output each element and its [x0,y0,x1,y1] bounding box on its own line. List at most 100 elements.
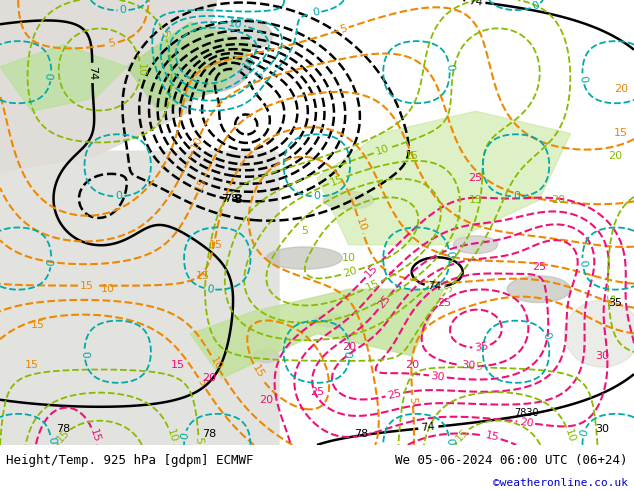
Text: 0: 0 [444,63,455,71]
Text: 78: 78 [224,195,238,204]
Text: 5: 5 [604,294,614,301]
Text: 25: 25 [532,262,546,272]
Text: 5: 5 [339,23,348,35]
Text: 15: 15 [31,320,45,330]
Text: 0: 0 [206,284,214,294]
Text: 0: 0 [444,250,455,258]
Text: 7: 7 [221,195,229,204]
Text: 10: 10 [164,428,178,444]
Text: 78: 78 [202,429,216,439]
Text: 20: 20 [614,84,628,94]
Text: 25: 25 [437,297,451,308]
Text: 15: 15 [363,262,380,279]
Text: 15: 15 [196,271,210,281]
Text: 20: 20 [608,151,622,161]
Text: 15: 15 [614,128,628,139]
Text: 0: 0 [513,192,520,201]
Text: 15: 15 [171,360,184,370]
Ellipse shape [209,20,273,51]
Polygon shape [190,289,444,378]
Text: 5: 5 [158,29,171,39]
Text: Height/Temp. 925 hPa [gdpm] ECMWF: Height/Temp. 925 hPa [gdpm] ECMWF [6,454,254,467]
Text: 20: 20 [551,195,565,205]
Text: 15: 15 [87,428,101,444]
Text: 0: 0 [179,432,191,441]
Ellipse shape [314,314,346,327]
Text: 5: 5 [254,70,266,82]
Text: 20: 20 [342,266,358,279]
Text: 15: 15 [194,176,209,193]
Text: 10: 10 [374,143,391,157]
Text: 0: 0 [314,192,321,201]
Text: 74: 74 [468,0,483,7]
Polygon shape [0,45,127,111]
Text: 20: 20 [202,373,216,383]
Ellipse shape [266,247,342,269]
Text: 78: 78 [56,424,70,434]
Text: 0: 0 [578,74,588,83]
Text: 5: 5 [195,377,207,388]
Text: 30: 30 [462,361,476,371]
Ellipse shape [507,276,571,302]
Text: 35: 35 [608,297,622,308]
Text: 15: 15 [80,281,94,291]
Text: 15: 15 [55,427,72,444]
Text: 0: 0 [530,0,541,12]
Text: 15: 15 [484,431,500,443]
Text: 15: 15 [250,364,266,381]
Text: 30: 30 [595,424,609,434]
Text: 0: 0 [46,437,56,444]
Text: 5: 5 [476,363,483,372]
Text: 0: 0 [345,350,355,358]
Text: 0: 0 [119,5,127,16]
Text: 30: 30 [595,351,609,361]
Text: 15: 15 [25,360,39,370]
Text: 0: 0 [578,259,588,268]
Text: We 05-06-2024 06:00 UTC (06+24): We 05-06-2024 06:00 UTC (06+24) [395,454,628,467]
Text: 15: 15 [469,195,482,205]
Text: 74: 74 [427,281,442,292]
Text: 15: 15 [454,427,470,444]
Polygon shape [0,0,222,178]
Polygon shape [127,22,254,111]
Text: 15: 15 [329,173,346,188]
Text: 35: 35 [474,341,489,353]
Text: 0: 0 [79,350,90,358]
FancyBboxPatch shape [0,151,279,471]
Text: 10: 10 [208,355,223,371]
Text: 5: 5 [193,437,204,444]
Text: 25: 25 [469,173,482,183]
Ellipse shape [453,236,498,254]
Text: 5: 5 [408,396,418,404]
Text: 10: 10 [101,284,115,294]
Text: 0: 0 [540,331,552,342]
Text: 25: 25 [387,388,403,401]
Text: 20: 20 [405,360,419,370]
Text: 10: 10 [353,217,367,233]
Ellipse shape [323,191,374,209]
Text: 78: 78 [354,429,368,439]
Text: 74: 74 [87,66,98,80]
Text: 8: 8 [233,193,242,206]
Ellipse shape [254,349,279,363]
Text: 15: 15 [365,278,382,293]
Text: 5: 5 [108,38,117,49]
Text: 20: 20 [259,395,273,405]
Text: 10: 10 [136,63,146,77]
Text: 15: 15 [405,151,419,161]
Text: 25: 25 [310,387,324,396]
Text: 30: 30 [430,370,446,382]
Text: 0: 0 [46,258,56,266]
Text: 74: 74 [421,422,436,433]
Text: 15: 15 [209,240,223,250]
Ellipse shape [564,300,634,367]
Text: 0: 0 [115,192,122,201]
Text: 7830: 7830 [514,408,538,418]
Text: 0: 0 [578,428,590,438]
Text: ©weatheronline.co.uk: ©weatheronline.co.uk [493,478,628,488]
Text: 0: 0 [444,438,455,445]
Text: 5: 5 [301,226,308,236]
Text: 10: 10 [342,253,356,263]
Text: 10: 10 [228,18,243,30]
Text: 25: 25 [376,294,392,311]
